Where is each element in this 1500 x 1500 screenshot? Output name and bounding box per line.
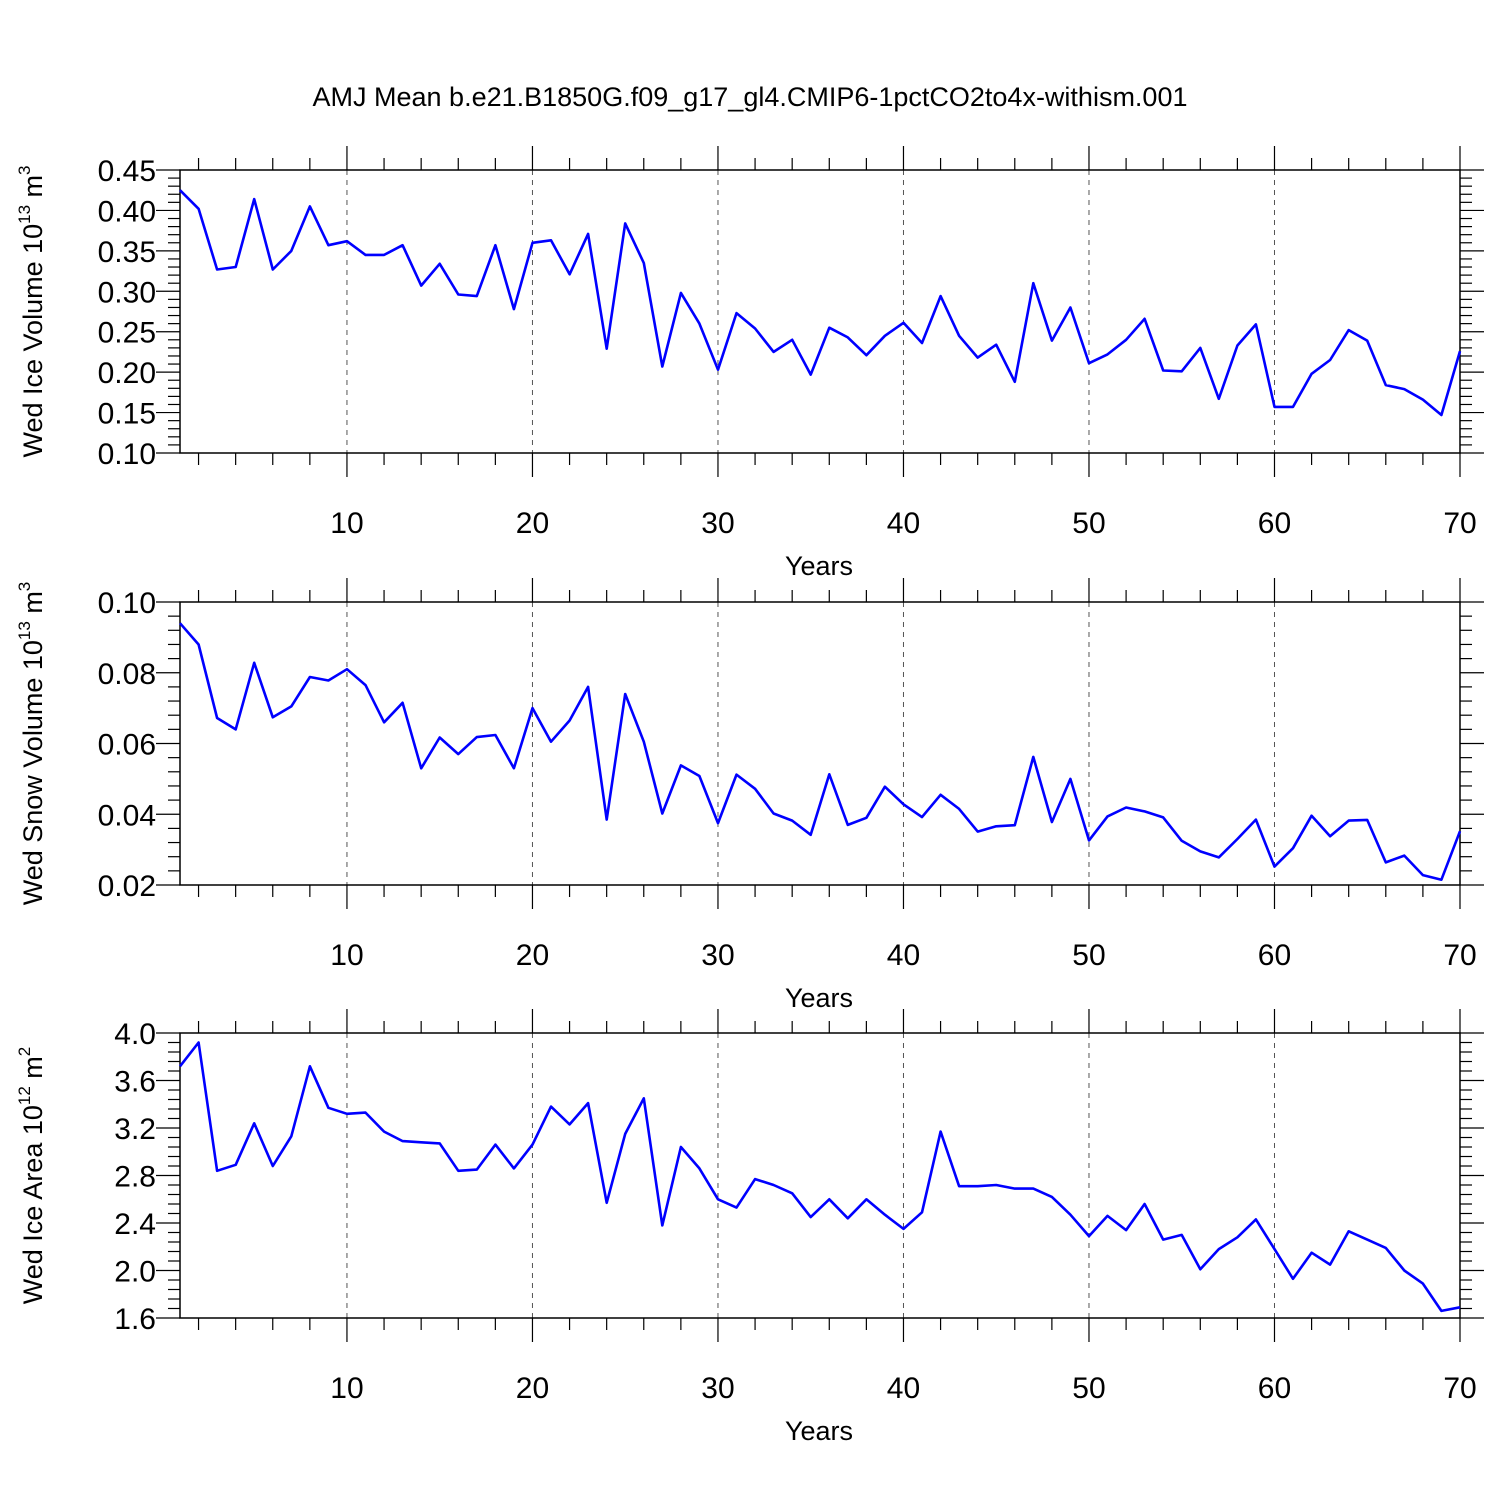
snow-volume-x-tick-label: 30: [701, 939, 734, 972]
snow-volume-y-tick-label: 0.10: [98, 587, 156, 620]
ice-volume-x-tick-label: 60: [1258, 507, 1291, 540]
figure-title: AMJ Mean b.e21.B1850G.f09_g17_gl4.CMIP6-…: [313, 82, 1188, 112]
snow-volume-x-tick-label: 50: [1072, 939, 1105, 972]
ice-volume-y-tick-label: 0.25: [98, 317, 156, 350]
ice-volume-x-tick-label: 30: [701, 507, 734, 540]
snow-volume-plot-frame: [179, 601, 1461, 886]
ice-volume-panel: 0.10 0.15 0.20 0.25 0.30 0.35 0.40 0.45 10 20 30 40…: [15, 146, 1484, 581]
ice-volume-y-tick-label: 0.35: [98, 236, 156, 269]
ice-volume-x-axis-label: Years: [785, 551, 853, 581]
ice-volume-x-tick-label: 20: [516, 507, 549, 540]
ice-volume-plot-frame: [179, 169, 1461, 454]
ice-area-y-tick-label: 2.0: [114, 1256, 156, 1289]
ice-volume-y-tick-label: 0.40: [98, 195, 156, 228]
snow-volume-panel: 0.02 0.04 0.06 0.08 0.10 10 20 30 40 50 60 70 Years W…: [15, 578, 1484, 1013]
ice-area-y-tick-label: 1.6: [114, 1303, 156, 1336]
ice-area-x-axis-label: Years: [785, 1416, 853, 1446]
snow-volume-x-tick-label: 60: [1258, 939, 1291, 972]
ice-area-y-tick-label: 3.2: [114, 1113, 156, 1146]
ice-area-x-tick-label: 70: [1443, 1372, 1476, 1405]
ice-area-y-tick-label: 4.0: [114, 1018, 156, 1051]
ice-volume-y-tick-label: 0.30: [98, 276, 156, 309]
ice-area-y-axis-label: Wed Ice Area 1012 m2: [15, 1047, 48, 1305]
ice-volume-x-tick-label: 70: [1443, 507, 1476, 540]
ice-volume-y-tick-label: 0.20: [98, 357, 156, 390]
ice-volume-x-tick-label: 40: [887, 507, 920, 540]
snow-volume-y-tick-label: 0.04: [98, 799, 156, 832]
ice-area-panel: 1.6 2.0 2.4 2.8 3.2 3.6 4.0 10 20 30 40 50 60 70 Years…: [15, 1009, 1484, 1446]
snow-volume-x-axis-label: Years: [785, 983, 853, 1013]
ice-area-x-tick-label: 20: [516, 1372, 549, 1405]
ice-volume-y-tick-label: 0.10: [98, 438, 156, 471]
ice-area-x-tick-label: 60: [1258, 1372, 1291, 1405]
ice-volume-y-tick-label: 0.15: [98, 398, 156, 431]
ice-volume-x-tick-label: 10: [330, 507, 363, 540]
snow-volume-x-tick-label: 10: [330, 939, 363, 972]
ice-area-x-tick-label: 10: [330, 1372, 363, 1405]
ice-volume-series-line: [179, 189, 1462, 417]
ice-volume-y-tick-label: 0.45: [98, 155, 156, 188]
ice-area-x-tick-label: 50: [1072, 1372, 1105, 1405]
ice-area-x-tick-label: 40: [887, 1372, 920, 1405]
snow-volume-x-tick-label: 70: [1443, 939, 1476, 972]
snow-volume-x-tick-label: 40: [887, 939, 920, 972]
snow-volume-x-tick-label: 20: [516, 939, 549, 972]
ice-area-series-line: [178, 1041, 1461, 1313]
snow-volume-series-line: [179, 622, 1462, 882]
snow-volume-y-tick-label: 0.06: [98, 729, 156, 762]
ice-volume-y-axis-label: Wed Ice Volume 1013 m3: [15, 165, 48, 457]
ice-area-y-tick-label: 2.4: [114, 1208, 156, 1241]
snow-volume-y-axis-label: Wed Snow Volume 1013 m3: [15, 582, 48, 906]
ice-area-y-tick-label: 2.8: [114, 1161, 156, 1194]
ice-area-y-tick-label: 3.6: [114, 1066, 156, 1099]
ice-volume-x-tick-label: 50: [1072, 507, 1105, 540]
ice-area-plot-frame: [179, 1032, 1461, 1319]
snow-volume-y-tick-label: 0.02: [98, 870, 156, 903]
snow-volume-y-tick-label: 0.08: [98, 658, 156, 691]
ice-area-x-tick-label: 30: [701, 1372, 734, 1405]
